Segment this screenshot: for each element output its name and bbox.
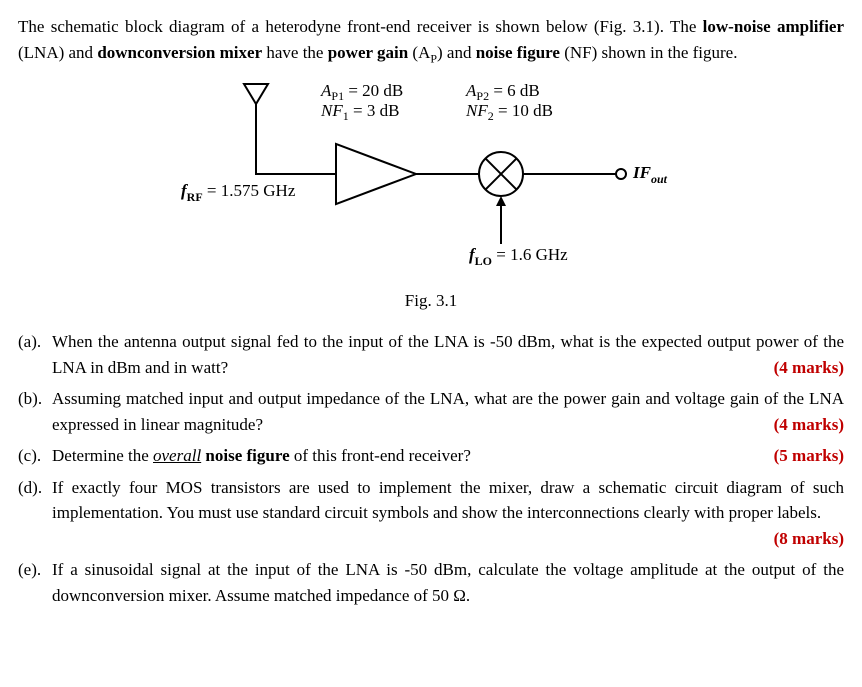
svg-text:NF1 = 3 dB: NF1 = 3 dB — [320, 101, 399, 123]
question-d-text: If exactly four MOS transistors are used… — [52, 478, 844, 523]
intro-paragraph: The schematic block diagram of a heterod… — [18, 14, 844, 68]
question-d-marks: (8 marks) — [774, 526, 844, 552]
question-d: (d). If exactly four MOS transistors are… — [18, 475, 844, 552]
question-b-label: (b). — [18, 386, 52, 437]
intro-text: The schematic block diagram of a heterod… — [18, 17, 703, 36]
svg-text:IFout: IFout — [632, 163, 668, 186]
intro-power-gain: power gain — [328, 43, 408, 62]
question-a-text: When the antenna output signal fed to th… — [52, 332, 844, 377]
question-e: (e). If a sinusoidal signal at the input… — [18, 557, 844, 608]
intro-lna: low-noise amplifier — [703, 17, 844, 36]
question-b-text: Assuming matched input and output impeda… — [52, 389, 844, 434]
question-d-label: (d). — [18, 475, 52, 552]
svg-text:AP2 = 6 dB: AP2 = 6 dB — [465, 81, 540, 103]
question-a: (a). When the antenna output signal fed … — [18, 329, 844, 380]
figure-3-1: AP1 = 20 dBNF1 = 3 dB AP2 = 6 dBNF2 = 10 … — [18, 74, 844, 314]
svg-text:NF2 = 10 dB: NF2 = 10 dB — [465, 101, 553, 123]
svg-text:fRF = 1.575 GHz: fRF = 1.575 GHz — [181, 181, 296, 204]
question-c-label: (c). — [18, 443, 52, 469]
intro-mixer: downconversion mixer — [97, 43, 262, 62]
question-a-label: (a). — [18, 329, 52, 380]
question-e-label: (e). — [18, 557, 52, 608]
svg-text:AP1 = 20 dB: AP1 = 20 dB — [320, 81, 403, 103]
svg-text:fLO = 1.6 GHz: fLO = 1.6 GHz — [469, 245, 568, 268]
block-diagram: AP1 = 20 dBNF1 = 3 dB AP2 = 6 dBNF2 = 10 … — [161, 74, 701, 284]
question-c: (c). Determine the overall noise figure … — [18, 443, 844, 469]
question-b-marks: (4 marks) — [774, 412, 844, 438]
figure-caption: Fig. 3.1 — [405, 288, 457, 314]
question-a-marks: (4 marks) — [774, 355, 844, 381]
intro-noise-figure: noise figure — [476, 43, 560, 62]
question-b: (b). Assuming matched input and output i… — [18, 386, 844, 437]
question-c-marks: (5 marks) — [774, 443, 844, 469]
question-e-text: If a sinusoidal signal at the input of t… — [52, 560, 844, 605]
